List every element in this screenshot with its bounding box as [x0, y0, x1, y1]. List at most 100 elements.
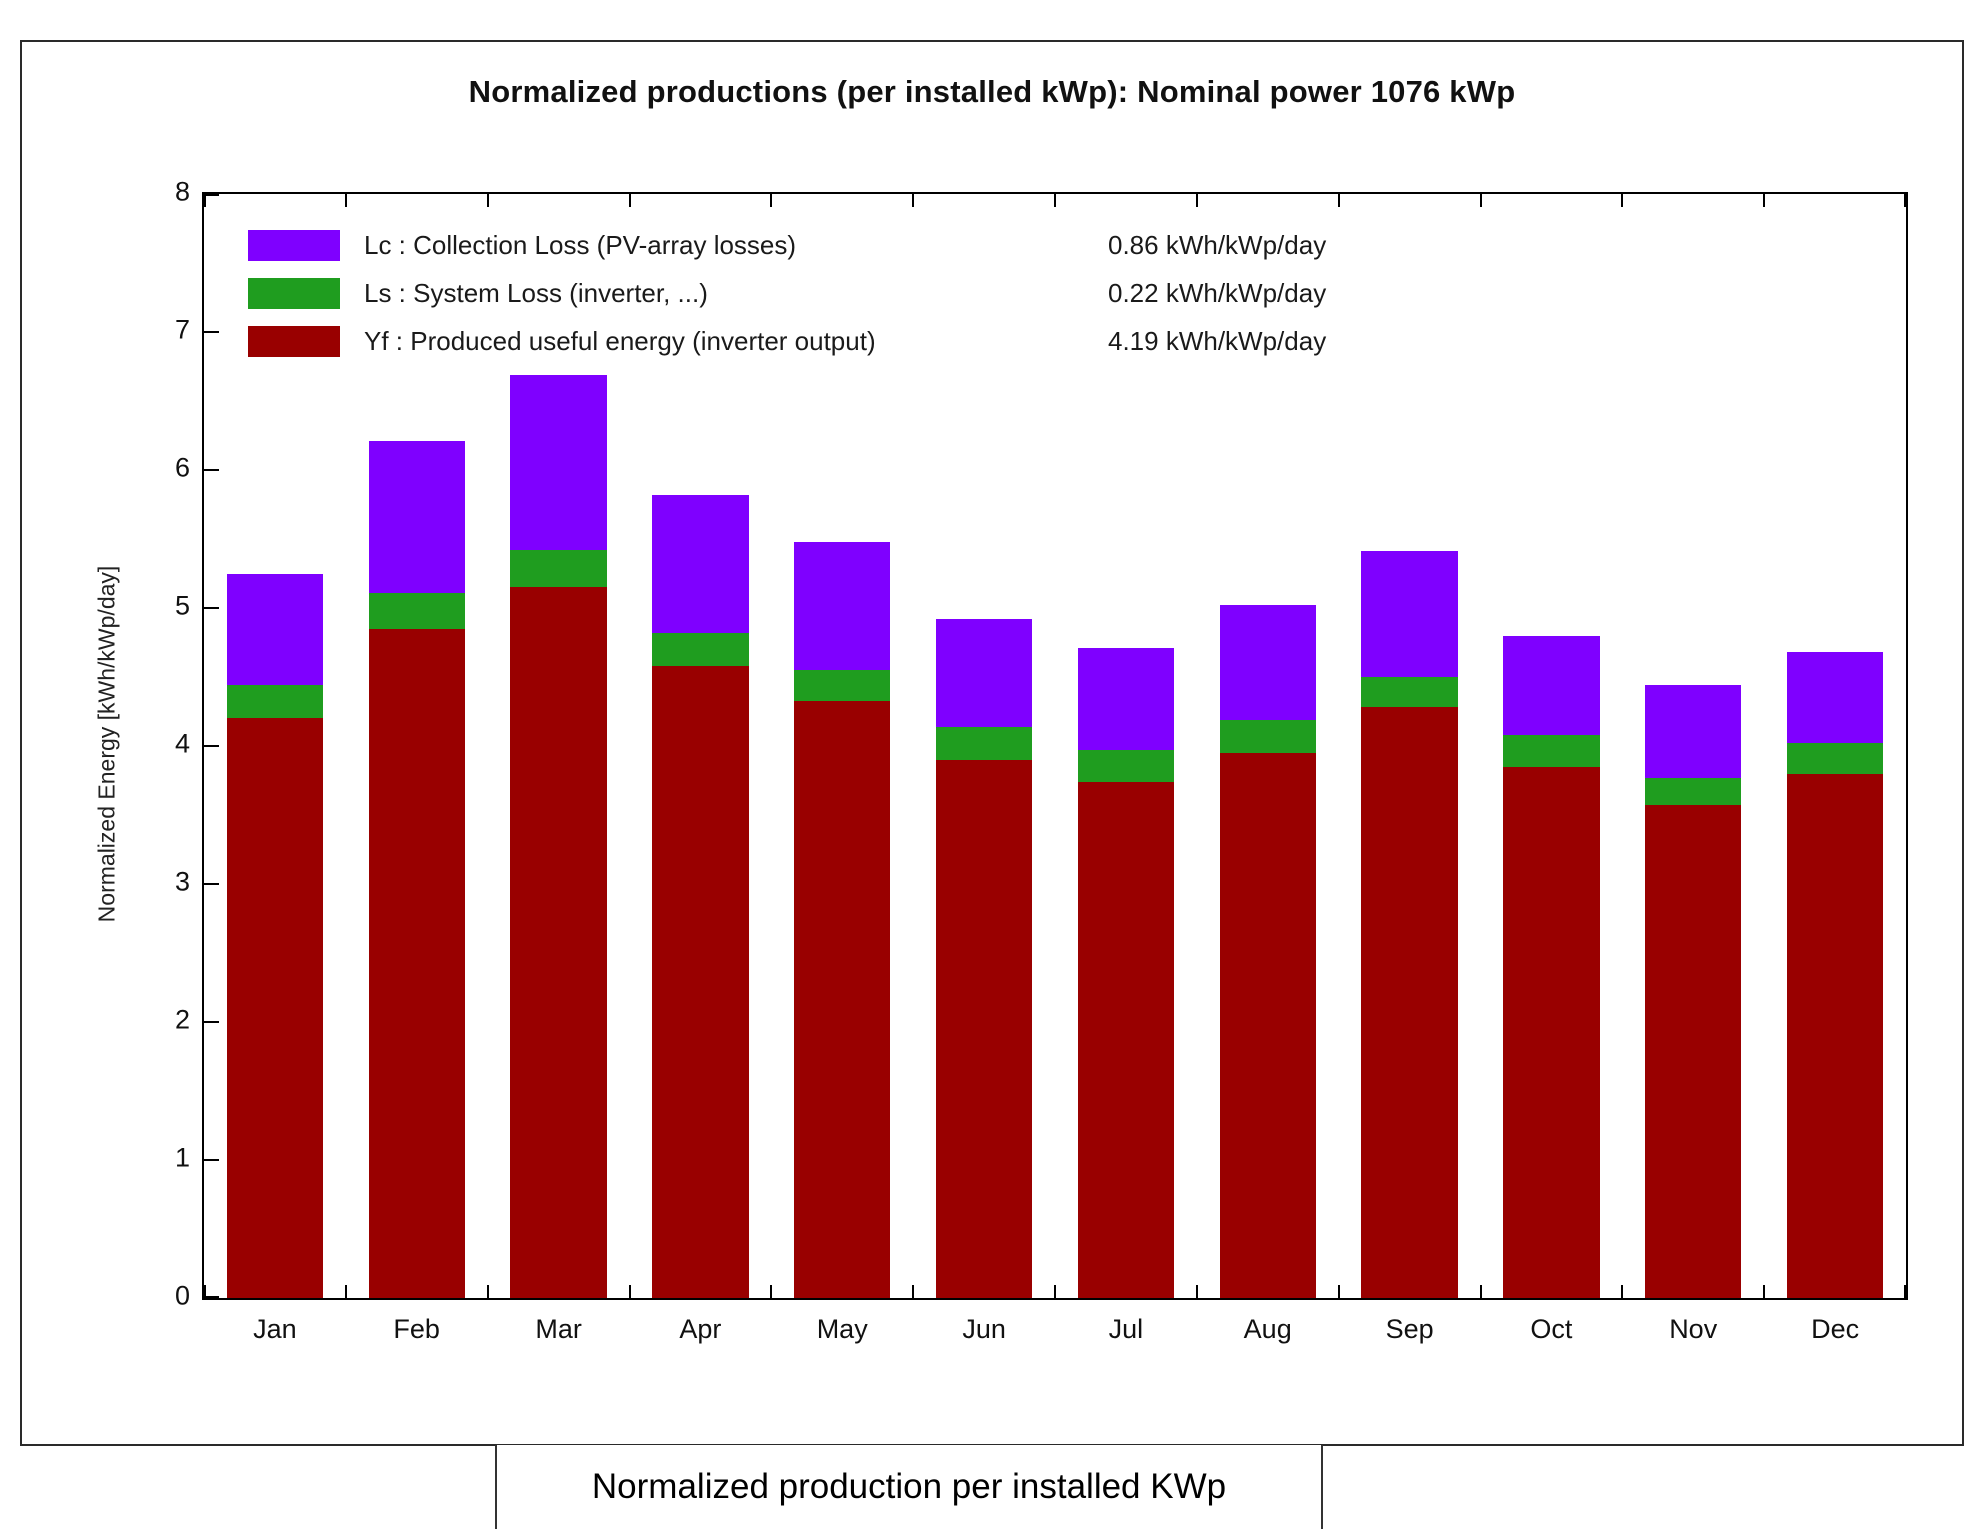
bar-oct-ls: [1503, 735, 1600, 767]
axis-tick-bottom: [1337, 1285, 1340, 1298]
axis-tick-top: [344, 194, 347, 207]
axis-tick-top: [912, 194, 915, 207]
axis-tick-top: [1195, 194, 1198, 207]
x-tick-label-jun: Jun: [962, 1314, 1006, 1344]
y-tick-label-0: 0: [174, 1280, 190, 1311]
x-tick-label-may: May: [816, 1314, 868, 1344]
y-axis-tick-labels: 0 1 2 3 4 5 6 7 8: [132, 177, 190, 1311]
bar-jul-lc: [1077, 648, 1175, 751]
bar-mar-lc: [510, 374, 607, 550]
legend-label-lc: Lc : Collection Loss (PV-array losses): [364, 230, 797, 260]
legend-row-yf: Yf : Produced useful energy (inverter ou…: [248, 326, 1326, 357]
bar-jan-lc: [226, 573, 324, 686]
axis-tick-left: [204, 607, 219, 609]
legend: Lc : Collection Loss (PV-array losses) 0…: [248, 230, 1326, 374]
bar-aug-yf: [1219, 752, 1316, 1298]
y-tick-label-3: 3: [174, 866, 190, 897]
bar-jul-yf: [1077, 781, 1175, 1298]
bar-jun-lc: [935, 619, 1033, 727]
bar-apr-ls: [652, 632, 749, 666]
axis-tick-top: [1621, 194, 1624, 207]
axis-tick-left: [204, 1296, 219, 1298]
bar-feb-lc: [368, 441, 465, 593]
x-tick-label-dec: Dec: [1811, 1314, 1860, 1344]
axis-tick-bottom: [1479, 1285, 1482, 1298]
axis-tick-left: [204, 1021, 219, 1023]
x-tick-label-mar: Mar: [535, 1314, 582, 1344]
y-tick-label-7: 7: [174, 314, 190, 345]
x-tick-label-jul: Jul: [1108, 1314, 1144, 1344]
bar-oct-yf: [1503, 766, 1600, 1298]
bar-may-ls: [794, 670, 891, 701]
axis-tick-bottom: [344, 1285, 347, 1298]
axis-tick-bottom: [912, 1285, 915, 1298]
axis-tick-left: [204, 745, 219, 747]
axis-tick-bottom: [1195, 1285, 1198, 1298]
bar-jan-ls: [226, 685, 324, 719]
axis-tick-left: [204, 883, 219, 885]
legend-row-lc: Lc : Collection Loss (PV-array losses) 0…: [248, 230, 1326, 261]
bar-jan-yf: [226, 718, 324, 1298]
y-tick-label-2: 2: [174, 1004, 190, 1035]
bar-aug-lc: [1219, 605, 1316, 720]
x-tick-label-aug: Aug: [1243, 1314, 1292, 1344]
x-tick-label-feb: Feb: [393, 1314, 440, 1344]
bar-sep-ls: [1361, 677, 1458, 708]
legend-value-ls: 0.22 kWh/kWp/day: [1108, 278, 1327, 308]
caption-text: Normalized production per installed KWp: [591, 1467, 1227, 1506]
y-tick-label-1: 1: [174, 1142, 190, 1173]
axis-tick-left: [204, 331, 219, 333]
bar-mar-yf: [510, 587, 607, 1298]
axis-tick-bottom: [486, 1285, 489, 1298]
y-tick-label-4: 4: [174, 728, 190, 759]
legend-swatch-yf: [248, 326, 340, 357]
axis-tick-left: [204, 469, 219, 471]
legend-value-yf: 4.19 kWh/kWp/day: [1108, 326, 1327, 356]
caption-box: Normalized production per installed KWp: [495, 1445, 1323, 1529]
plot-area: Lc : Collection Loss (PV-array losses) 0…: [202, 192, 1908, 1300]
axis-tick-top: [1479, 194, 1482, 207]
y-tick-label-6: 6: [174, 452, 190, 483]
bar-may-yf: [794, 700, 891, 1298]
legend-value-lc: 0.86 kWh/kWp/day: [1108, 230, 1327, 260]
x-tick-label-oct: Oct: [1530, 1314, 1573, 1344]
x-tick-label-jan: Jan: [253, 1314, 297, 1344]
bar-sep-lc: [1361, 551, 1458, 677]
bar-nov-ls: [1645, 777, 1742, 806]
axis-tick-top: [1054, 194, 1056, 207]
axis-tick-top: [486, 194, 489, 207]
y-tick-label-5: 5: [174, 590, 190, 621]
x-axis-tick-labels: Jan Feb Mar Apr May Jun Jul Aug Sep Oct Nov Dec: [204, 1314, 1906, 1354]
axis-tick-bottom: [204, 1285, 206, 1298]
legend-swatch-lc: [248, 230, 340, 261]
bar-may-lc: [794, 541, 891, 671]
bar-aug-ls: [1219, 719, 1316, 753]
axis-tick-top: [628, 194, 631, 207]
bar-nov-lc: [1645, 685, 1742, 778]
x-tick-label-nov: Nov: [1669, 1314, 1718, 1344]
legend-swatch-ls: [248, 278, 340, 309]
bar-apr-lc: [652, 494, 749, 633]
bar-jul-ls: [1077, 750, 1175, 782]
legend-label-ls: Ls : System Loss (inverter, ...): [364, 278, 708, 308]
axis-tick-left: [204, 1159, 219, 1161]
bar-sep-yf: [1361, 707, 1458, 1298]
bar-oct-lc: [1503, 635, 1600, 735]
bar-jun-yf: [935, 759, 1033, 1298]
bar-mar-ls: [510, 550, 607, 588]
chart-title: Normalized productions (per installed kW…: [468, 74, 1516, 109]
axis-tick-top: [1337, 194, 1340, 207]
axis-tick-left: [204, 194, 219, 196]
axis-tick-bottom: [1763, 1285, 1766, 1298]
bar-apr-yf: [652, 666, 749, 1298]
legend-row-ls: Ls : System Loss (inverter, ...) 0.22 kW…: [248, 278, 1326, 309]
axis-tick-bottom: [770, 1285, 773, 1298]
axis-tick-top: [1904, 194, 1906, 207]
bar-dec-yf: [1786, 773, 1884, 1298]
x-tick-label-apr: Apr: [679, 1314, 722, 1344]
bar-feb-ls: [368, 592, 465, 629]
axis-tick-bottom: [628, 1285, 631, 1298]
chart-frame: Normalized productions (per installed kW…: [20, 40, 1964, 1446]
axis-tick-bottom: [1904, 1285, 1906, 1298]
y-axis-title: Normalized Energy [kWh/kWp/day]: [84, 192, 130, 1296]
